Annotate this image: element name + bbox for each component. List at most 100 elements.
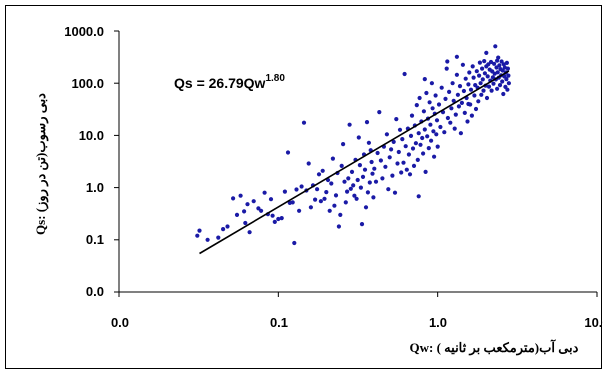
data-point: [493, 44, 498, 49]
data-point: [360, 174, 366, 179]
data-point: [205, 237, 210, 242]
data-point: [480, 66, 485, 71]
data-point: [460, 62, 465, 67]
data-point: [315, 187, 320, 192]
data-point: [472, 93, 477, 98]
data-point: [402, 71, 407, 77]
data-point: [479, 92, 484, 97]
data-point: [365, 190, 370, 195]
data-point: [497, 63, 502, 68]
data-point: [372, 166, 377, 171]
data-point: [505, 66, 510, 71]
data-point: [439, 85, 444, 90]
data-point: [343, 200, 348, 205]
data-point: [342, 179, 347, 184]
data-point: [449, 106, 454, 111]
data-point: [494, 65, 499, 70]
data-point: [432, 154, 437, 159]
data-point: [451, 98, 456, 103]
data-point: [338, 212, 343, 217]
data-point: [366, 140, 371, 145]
data-point: [375, 150, 380, 156]
equation-text: Qs = 26.79Qw: [174, 75, 266, 91]
data-point: [505, 87, 510, 92]
data-point: [448, 120, 453, 125]
data-point: [270, 213, 275, 218]
data-point: [492, 61, 497, 66]
data-point: [436, 102, 442, 107]
data-point: [330, 156, 335, 161]
data-point: [476, 99, 481, 104]
y-tick-label: 10.0: [79, 128, 104, 143]
data-point: [450, 81, 455, 86]
data-point: [395, 161, 400, 166]
data-point: [243, 220, 248, 226]
data-point: [447, 89, 452, 94]
data-point: [474, 69, 479, 74]
data-point: [466, 82, 471, 87]
data-point: [384, 132, 389, 137]
data-point: [197, 228, 202, 233]
data-point: [434, 118, 440, 123]
data-point: [316, 172, 322, 177]
data-point: [294, 187, 299, 192]
data-point: [297, 208, 302, 213]
data-point: [471, 75, 476, 80]
data-point: [358, 185, 363, 190]
data-point: [377, 110, 382, 115]
data-point: [481, 88, 486, 93]
data-point: [356, 135, 361, 140]
data-point: [477, 73, 482, 78]
data-point: [401, 160, 406, 165]
data-point: [444, 66, 449, 71]
data-point: [407, 172, 413, 177]
data-point: [357, 163, 362, 168]
data-point: [433, 93, 438, 98]
data-point: [482, 71, 487, 76]
data-point: [416, 194, 421, 199]
chart-frame: 1000.0 100.0 10.0 1.0 0.1 0.0 0.0 0.1 1.…: [5, 5, 603, 369]
x-tick-label: 0.0: [111, 315, 129, 330]
data-point: [486, 84, 492, 89]
data-point: [348, 186, 353, 191]
data-point: [256, 206, 261, 211]
data-point: [327, 208, 332, 213]
data-point: [346, 176, 351, 181]
data-point: [469, 113, 474, 118]
data-point: [370, 171, 375, 176]
data-point: [380, 176, 385, 181]
data-point: [453, 112, 458, 117]
data-point: [349, 169, 355, 174]
data-point: [420, 135, 425, 141]
data-point: [406, 152, 411, 157]
data-point: [259, 208, 264, 213]
data-point: [489, 88, 494, 93]
data-point: [387, 155, 392, 160]
data-point: [488, 59, 494, 65]
data-point: [482, 59, 487, 64]
data-point: [225, 224, 230, 229]
data-point: [363, 205, 369, 210]
data-point: [495, 58, 500, 63]
data-point: [396, 149, 401, 155]
data-point: [301, 120, 307, 125]
data-point: [404, 167, 409, 172]
data-point: [457, 84, 463, 89]
data-point: [417, 95, 422, 101]
data-point: [389, 147, 394, 152]
data-point: [245, 202, 250, 207]
data-point: [478, 81, 483, 86]
data-point: [216, 235, 221, 240]
scatter-chart: 1000.0 100.0 10.0 1.0 0.1 0.0 0.0 0.1 1.…: [33, 24, 603, 356]
data-point: [427, 100, 432, 105]
data-point: [320, 168, 325, 173]
data-point: [484, 95, 490, 101]
data-point: [390, 173, 395, 178]
data-point: [468, 87, 474, 92]
data-point: [336, 224, 341, 229]
data-point: [371, 195, 376, 200]
data-point: [362, 167, 368, 172]
data-point: [308, 205, 313, 210]
data-point: [285, 150, 291, 155]
y-tick-label: 0.0: [86, 284, 104, 299]
